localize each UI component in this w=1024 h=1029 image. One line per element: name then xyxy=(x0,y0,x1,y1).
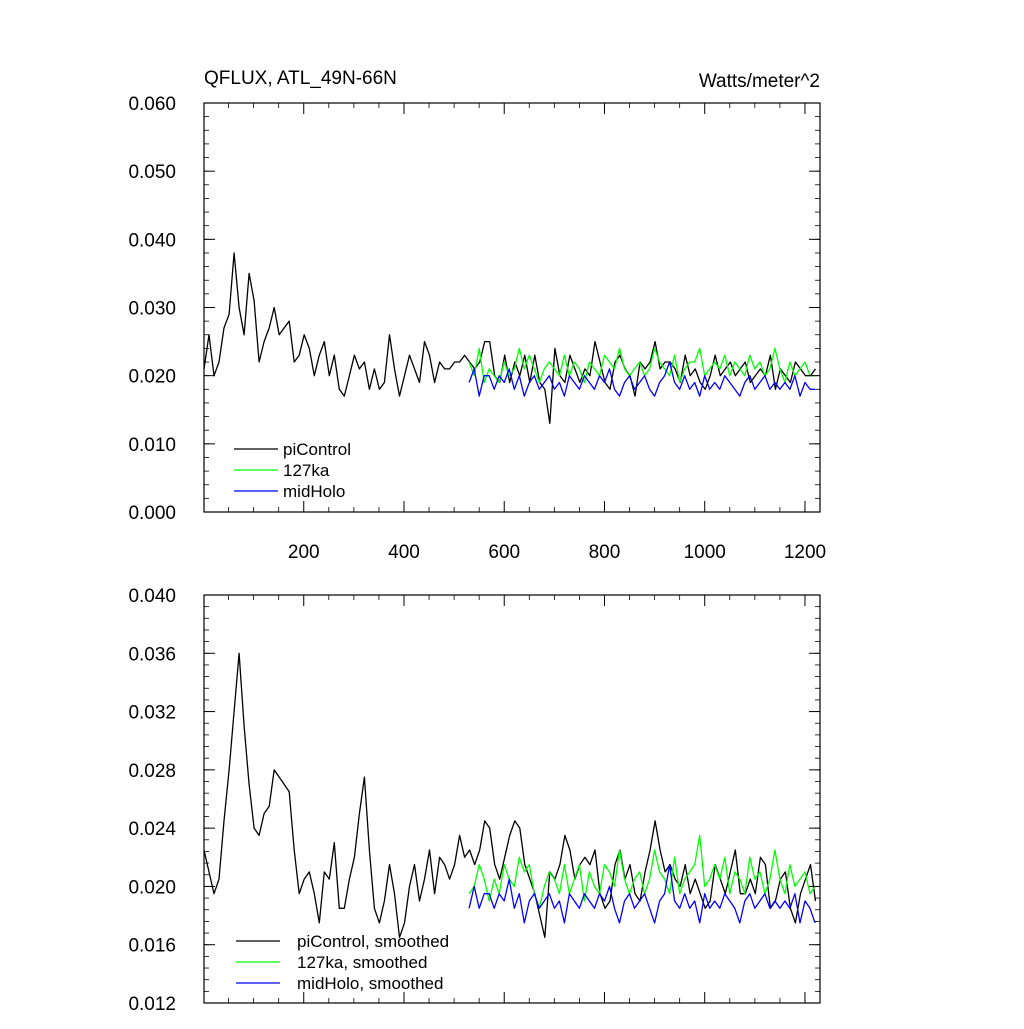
legend-label-127ka-smoothed: 127ka, smoothed xyxy=(297,953,427,972)
bottom-y-tick-label: 0.024 xyxy=(128,819,176,840)
top-series-picontrol xyxy=(203,252,817,425)
top-series-midholo xyxy=(468,361,815,397)
top-units: Watts/meter^2 xyxy=(699,71,820,92)
legend-label-midholo: midHolo xyxy=(283,482,345,501)
top-y-tick-label: 0.030 xyxy=(128,299,176,320)
top-y-tick-label: 0.050 xyxy=(128,162,176,183)
bottom-y-tick-label: 0.016 xyxy=(128,936,176,957)
top-x-tick-label: 200 xyxy=(288,542,320,563)
bottom-series-midholo-smoothed xyxy=(468,863,816,924)
top-x-tick-label: 400 xyxy=(388,542,420,563)
top-legend: piControl 127ka midHolo xyxy=(234,440,351,501)
top-x-tick-label: 800 xyxy=(589,542,621,563)
legend-label-127ka: 127ka xyxy=(283,461,330,480)
top-y-tick-label: 0.020 xyxy=(128,367,176,388)
panel-top: QFLUX, ATL_49N-66N Watts/meter^2 0.0000.… xyxy=(128,68,826,563)
bottom-series-picontrol-smoothed xyxy=(203,652,817,939)
top-series-group xyxy=(203,252,817,425)
legend-label-picontrol-smoothed: piControl, smoothed xyxy=(297,932,449,951)
top-x-tick-label: 1000 xyxy=(684,542,726,563)
top-x-tick-label: 600 xyxy=(488,542,520,563)
bottom-y-tick-label: 0.036 xyxy=(128,644,176,665)
top-y-tick-label: 0.000 xyxy=(128,503,176,524)
bottom-y-tick-label: 0.028 xyxy=(128,761,176,782)
bottom-y-tick-label: 0.020 xyxy=(128,877,176,898)
bottom-y-tick-label: 0.040 xyxy=(128,586,176,607)
bottom-axes: 0.012 0.016 0.020 0.024 0.028 0.032 0.036 0.040 xyxy=(128,586,820,1015)
panel-bottom: 0.012 0.016 0.020 0.024 0.028 0.032 0.036 0.040… xyxy=(128,586,821,1015)
top-title: QFLUX, ATL_49N-66N xyxy=(204,68,397,89)
legend-label-midholo-smoothed: midHolo, smoothed xyxy=(297,974,443,993)
bottom-y-tick-label: 0.012 xyxy=(128,994,176,1015)
top-y-tick-label: 0.040 xyxy=(128,230,176,251)
top-x-tick-label: 1200 xyxy=(784,542,826,563)
top-y-tick-label: 0.060 xyxy=(128,94,176,115)
top-y-tick-label: 0.010 xyxy=(128,435,176,456)
top-axes: 0.000 0.010 0.020 0.030 0.040 0.050 0.060 200 40… xyxy=(128,94,826,563)
bottom-series-group xyxy=(203,652,817,939)
legend-label-picontrol: piControl xyxy=(283,440,351,459)
bottom-legend: piControl, smoothed 127ka, smoothed midH… xyxy=(236,932,449,993)
bottom-series-127ka-smoothed xyxy=(468,834,816,909)
bottom-plot-frame xyxy=(203,594,821,1004)
bottom-y-tick-label: 0.032 xyxy=(128,703,176,724)
top-series-127ka xyxy=(468,347,815,384)
